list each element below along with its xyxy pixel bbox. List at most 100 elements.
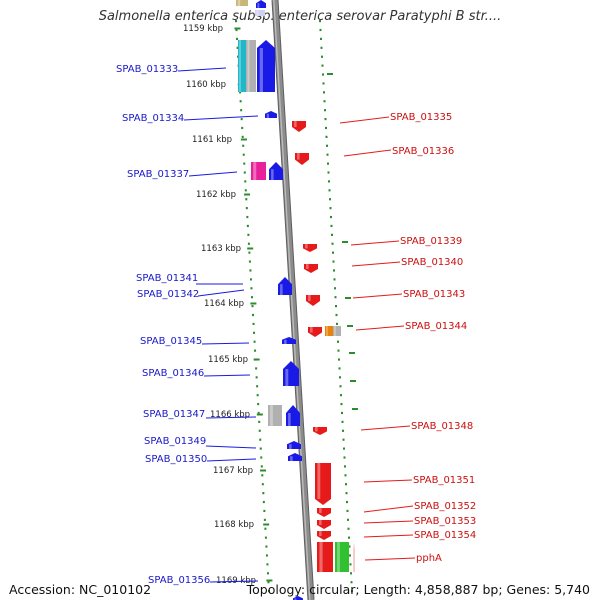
gc-dot [319,20,321,23]
arrow-shine [315,427,318,432]
kbp-tick [244,193,251,196]
gene-feature-spab-01341 [278,277,292,295]
gene-feature-spab-01343 [306,295,320,306]
gc-dot [248,260,251,263]
leader-line [355,325,405,331]
arrow-body [315,463,331,505]
gene-feature-spab-01354 [317,531,331,540]
box-shine [256,10,259,16]
gene-feature-spab-01353 [317,520,331,529]
gene-feature-top-light [255,10,265,16]
leader-line [343,149,392,157]
gc-dot [331,242,334,245]
box-body [317,542,333,572]
kbp-label: 1168 kbp [214,520,254,530]
box-body [335,542,349,572]
gc-dot [243,171,246,174]
gene-label-spab-01336: SPAB_01336 [392,146,454,157]
gc-dash [350,380,356,382]
kbp-tick [253,358,260,361]
kbp-scale: 1159 kbp 1160 kbp 1161 kbp 1162 kbp 1163 kbp… [183,24,273,586]
arrow-shine [284,339,287,344]
backbone-highlight [273,0,311,600]
gc-dot [332,260,335,263]
arrow-shine [289,444,292,449]
gene-label-spab-01334: SPAB_01334 [122,113,184,124]
leader-line [188,171,238,177]
arrow-body [265,111,277,118]
gene-feature-spab-01349 [287,441,301,449]
gc-dot [329,207,332,210]
gc-dash [327,73,333,75]
gc-dot [323,100,326,103]
gc-dot [263,509,266,513]
gene-label-ppha: pphA [416,553,442,564]
gene-label-spab-01335: SPAB_01335 [390,112,452,123]
gene-label-spab-01333: SPAB_01333 [116,64,178,75]
kbp-tick [250,302,257,305]
gc-dots-left [235,20,270,593]
arrow-shine [319,520,322,525]
gene-label-spab-01346: SPAB_01346 [142,368,204,379]
gc-dot [343,456,346,459]
gc-dot [241,126,244,130]
gc-dot [259,447,262,450]
gene-label-spab-01344: SPAB_01344 [405,321,467,332]
leader-line [352,293,403,299]
gene-label-spab-01345: SPAB_01345 [140,336,202,347]
gc-dot [331,233,333,236]
gc-dot [255,376,258,379]
gc-dot [240,109,243,112]
gc-dot [243,162,246,165]
gene-feature-spab-01337 [269,162,283,180]
gene-feature-spab-01352 [317,508,331,517]
box-shine [247,40,250,92]
gc-dot [340,402,343,406]
gc-dot [351,590,353,593]
gc-dot [247,233,250,236]
gc-dot [343,447,345,450]
gc-dot [328,189,331,192]
box-shine [334,326,336,336]
gc-dot [344,474,347,477]
arrow-shine [266,113,269,118]
gene-label-spab-01343: SPAB_01343 [403,289,465,300]
gene-label-spab-01351: SPAB_01351 [413,475,475,486]
arrow-shine [319,531,322,536]
gc-dot [246,224,249,228]
gc-dot [248,251,251,254]
arrow-shine [317,463,321,499]
box-shine [326,326,328,336]
kbp-label: 1163 kbp [201,244,241,254]
gene-feature-spab-01350 [288,453,302,461]
gc-dot [342,438,345,441]
gc-dot [245,207,248,210]
gene-feature-spab-01346 [283,361,299,386]
leader-line [339,116,390,124]
leader-line [350,240,400,246]
gene-feature-spab-01347 [286,405,300,426]
box-shine [337,542,340,572]
gc-dot [236,46,239,49]
gene-feature-red-block [317,542,333,572]
leader-line [363,479,413,483]
leader-line [183,115,259,121]
gc-dot [242,153,245,156]
gc-dot [253,340,256,343]
gc-dot [253,331,256,334]
gene-feature-top-tan [236,0,248,6]
gene-label-spab-01340: SPAB_01340 [401,257,463,268]
box-body [333,326,341,336]
gc-dot [322,82,325,85]
gene-feature-gray [246,40,256,92]
gene-feature-gray-3 [333,326,341,336]
arrow-body [286,405,300,426]
gc-dot [333,278,336,281]
gc-dot [240,117,243,121]
genome-backbone [271,0,315,600]
leader-line [205,416,257,419]
box-shine [253,162,257,180]
gc-dot [319,28,322,32]
gc-dot [336,322,338,326]
gene-label-spab-01339: SPAB_01339 [400,236,462,247]
